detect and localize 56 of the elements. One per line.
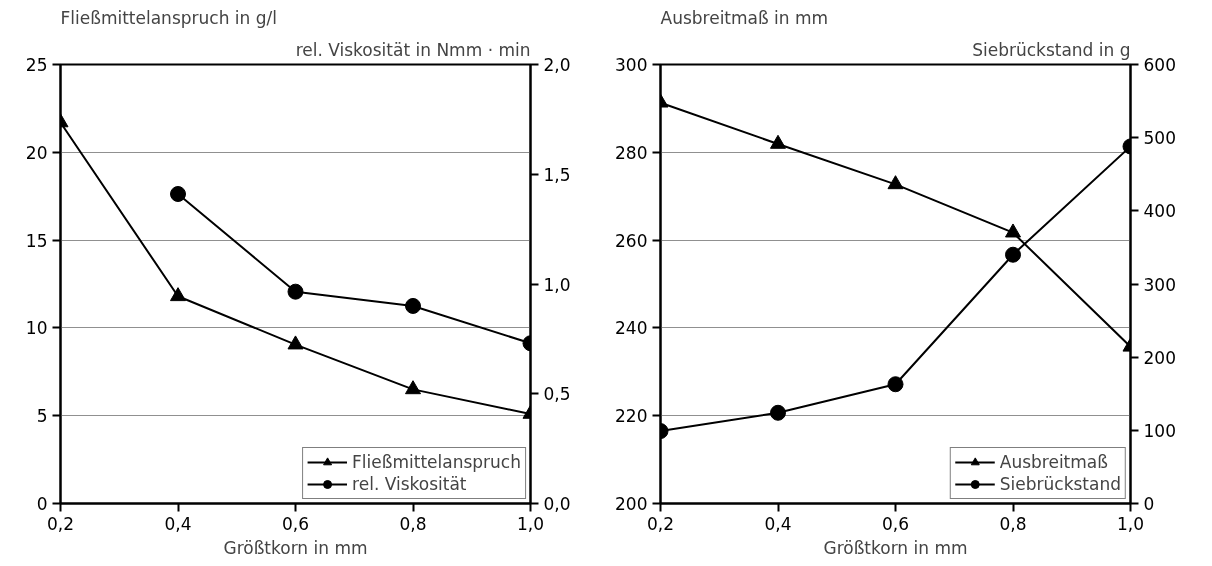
x-tick-label: 0,6 [881,513,910,534]
y-tick-label: 200 [615,494,648,514]
y-tick-label: 5 [36,406,48,427]
y2-tick-label: 200 [1143,347,1176,368]
x-tick-label: 0,8 [399,513,427,534]
y-tick-label: 15 [25,230,48,251]
y-tick-label: 240 [615,318,648,339]
y2-tick-label: 100 [1143,420,1176,441]
point [405,380,421,395]
point [287,335,304,350]
x-tick-label: 0,6 [281,513,310,534]
x-tick-label: 0,8 [999,513,1027,534]
x-axis-title: Größtkorn in mm [823,537,968,558]
point [887,376,904,393]
y2-tick-label: 400 [1143,201,1176,222]
y-axis-title: Ausbreitmaß in mm [660,7,829,28]
x-tick-label: 0,2 [646,513,675,534]
y2-tick-label: 0,0 [543,494,571,514]
x-tick-label: 0,4 [164,513,192,534]
y-tick-label: 20 [25,142,48,163]
y2-tick-label: 500 [1143,128,1176,149]
y-tick-label: 10 [25,318,48,339]
point [287,283,304,300]
x-axis-title: Größtkorn in mm [223,537,368,558]
y2-tick-label: 300 [1143,274,1176,295]
y2-tick-label: 1,0 [543,274,571,295]
y-tick-label: 280 [615,142,648,163]
y2-tick-label: 600 [1143,55,1176,75]
point [770,404,786,421]
y2-tick-label: 1,5 [543,164,571,185]
y-tick-label: 0 [36,494,48,514]
y2-tick-label: 2,0 [543,55,571,75]
y-tick-label: 260 [615,230,648,251]
y-tick-label: 220 [615,406,648,427]
point [170,287,186,302]
point [405,297,421,314]
legend-label: rel. Viskosität [352,474,467,494]
point [770,134,786,149]
legend-label: Siebrückstand [999,474,1121,494]
y-tick-label: 25 [25,55,48,75]
y-axis-title: Fließmittelanspruch in g/l [60,7,277,28]
legend-label: Fließmittelanspruch [352,452,521,472]
point [1005,246,1021,263]
point [170,186,186,202]
y2-axis-title: Siebrückstand in g [972,39,1131,60]
y2-tick-label: 0 [1143,494,1155,514]
x-tick-label: 0,4 [764,513,792,534]
x-tick-label: 0,2 [46,513,75,534]
y2-tick-label: 0,5 [543,384,571,405]
y2-axis-title: rel. Viskosität in Nmm · min [295,39,531,60]
x-tick-label: 1,0 [516,513,545,534]
point [1005,223,1021,238]
legend-label: Ausbreitmaß [999,452,1108,472]
point [887,175,904,190]
x-tick-label: 1,0 [1116,513,1145,534]
y-tick-label: 300 [615,55,648,75]
